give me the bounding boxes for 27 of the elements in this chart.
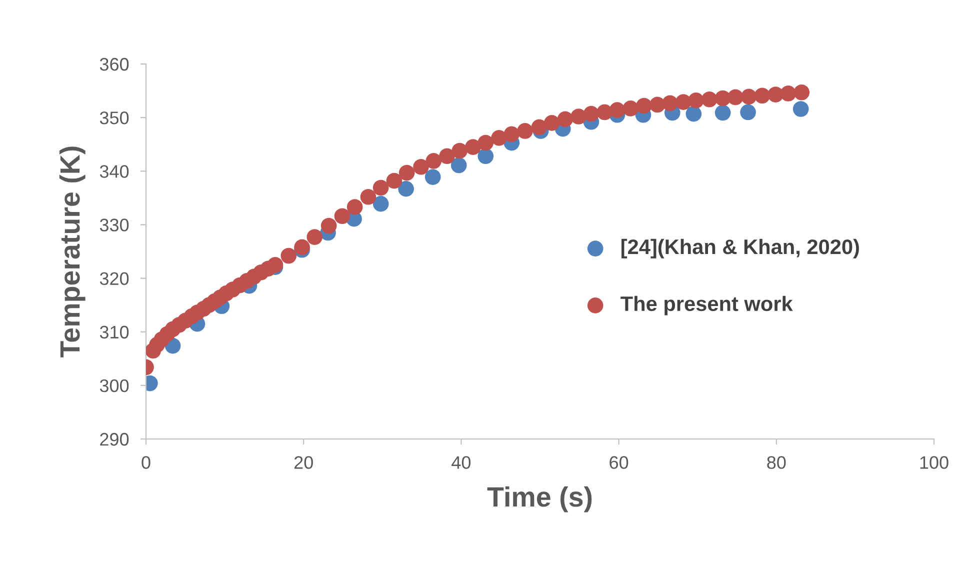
point — [686, 106, 702, 122]
legend-label: The present work — [620, 296, 793, 316]
point — [478, 148, 494, 164]
point — [740, 104, 756, 120]
y-tick-label: 360 — [100, 58, 129, 71]
y-tick-label: 330 — [100, 218, 129, 232]
x-tick-label: 20 — [294, 456, 313, 469]
x-tick-label: 80 — [767, 456, 786, 469]
x-tick-label: 40 — [452, 456, 471, 469]
y-tick-label: 320 — [100, 272, 129, 286]
y-tick-label: 300 — [100, 379, 129, 392]
y-tick-label: 290 — [100, 432, 129, 446]
x-tick-label: 0 — [142, 456, 150, 469]
point — [424, 169, 441, 185]
x-axis-title: Time (s) — [487, 486, 592, 512]
x-tick-label: 60 — [610, 456, 628, 469]
y-tick-label: 340 — [100, 165, 129, 178]
y-tick-label: 310 — [100, 326, 129, 339]
point — [450, 157, 467, 174]
y-tick-label: 350 — [100, 112, 129, 124]
y-axis-title: Temperature (K) — [59, 146, 86, 358]
point — [714, 104, 731, 121]
point — [398, 180, 414, 197]
point — [792, 101, 809, 117]
x-tick-label: 100 — [920, 456, 948, 469]
legend-label: [24](Khan & Khan, 2020) — [622, 238, 859, 258]
point — [372, 196, 389, 212]
